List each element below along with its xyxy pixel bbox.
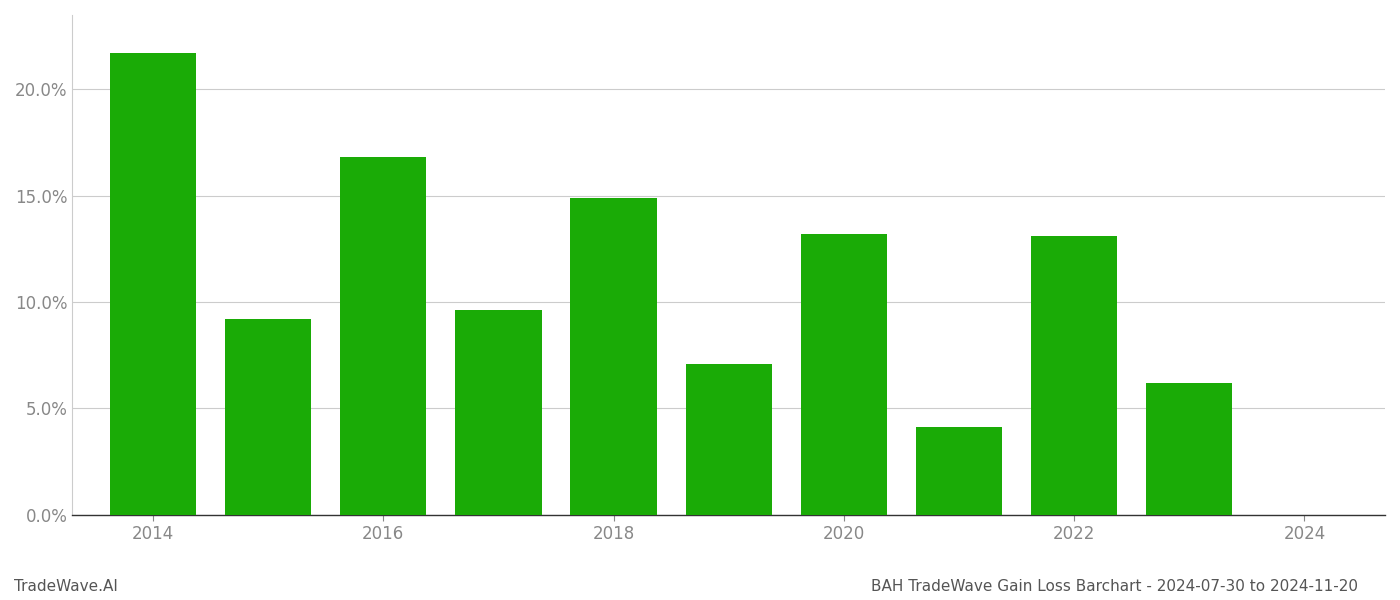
Bar: [109, 53, 196, 515]
Bar: [801, 234, 888, 515]
Bar: [916, 427, 1002, 515]
Bar: [1147, 383, 1232, 515]
Bar: [225, 319, 311, 515]
Bar: [455, 310, 542, 515]
Text: BAH TradeWave Gain Loss Barchart - 2024-07-30 to 2024-11-20: BAH TradeWave Gain Loss Barchart - 2024-…: [871, 579, 1358, 594]
Text: TradeWave.AI: TradeWave.AI: [14, 579, 118, 594]
Bar: [1030, 236, 1117, 515]
Bar: [340, 157, 427, 515]
Bar: [686, 364, 771, 515]
Bar: [570, 198, 657, 515]
